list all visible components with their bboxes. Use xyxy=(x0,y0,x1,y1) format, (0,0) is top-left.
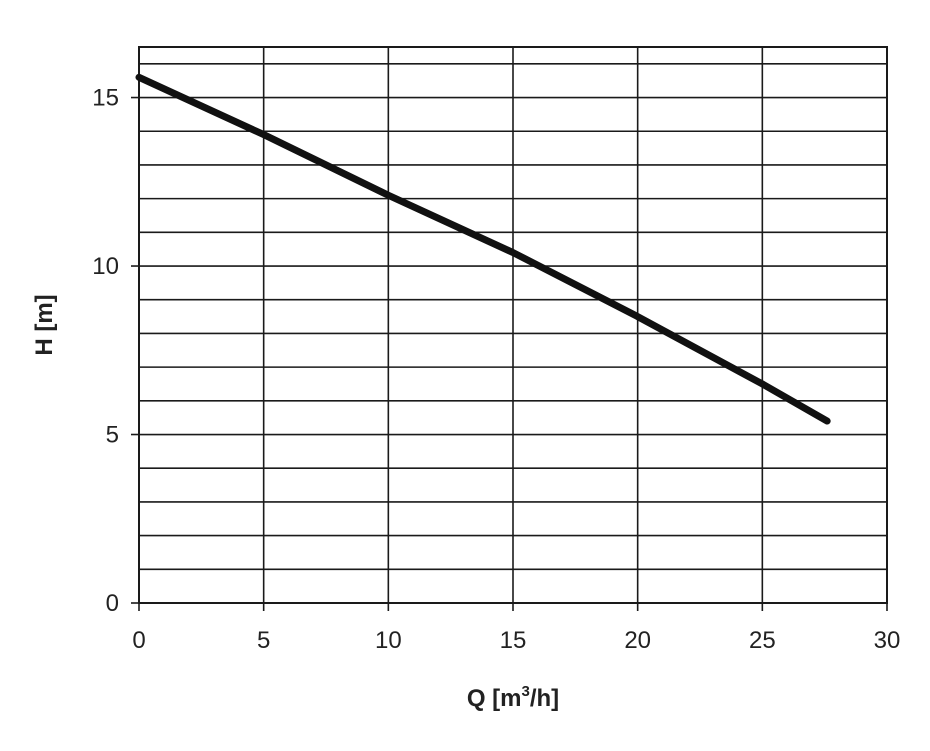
x-tick-label: 25 xyxy=(749,627,776,654)
x-axis-label: Q [m3/h] xyxy=(467,683,559,712)
x-axis-label-suffix: /h] xyxy=(530,685,559,712)
x-axis-label-superscript: 3 xyxy=(522,683,530,700)
x-axis-label-main: Q [m xyxy=(467,685,522,712)
y-tick-label: 0 xyxy=(106,590,119,617)
x-tick-label: 10 xyxy=(375,627,402,654)
x-tick-label: 15 xyxy=(500,627,527,654)
y-tick-label: 5 xyxy=(106,422,119,449)
grid xyxy=(139,47,887,603)
x-tick-label: 0 xyxy=(132,627,145,654)
y-axis-label: H [m] xyxy=(31,294,58,355)
x-tick-label: 30 xyxy=(874,627,901,654)
y-tick-label: 10 xyxy=(92,253,119,280)
x-axis-ticks: 0 5 10 15 20 25 30 xyxy=(132,603,900,654)
series-layer xyxy=(135,73,831,425)
y-tick-label: 15 xyxy=(92,85,119,112)
x-tick-label: 5 xyxy=(257,627,270,654)
y-axis-ticks: 0 5 10 15 xyxy=(92,85,139,617)
x-tick-label: 20 xyxy=(624,627,651,654)
series-line xyxy=(135,73,831,425)
